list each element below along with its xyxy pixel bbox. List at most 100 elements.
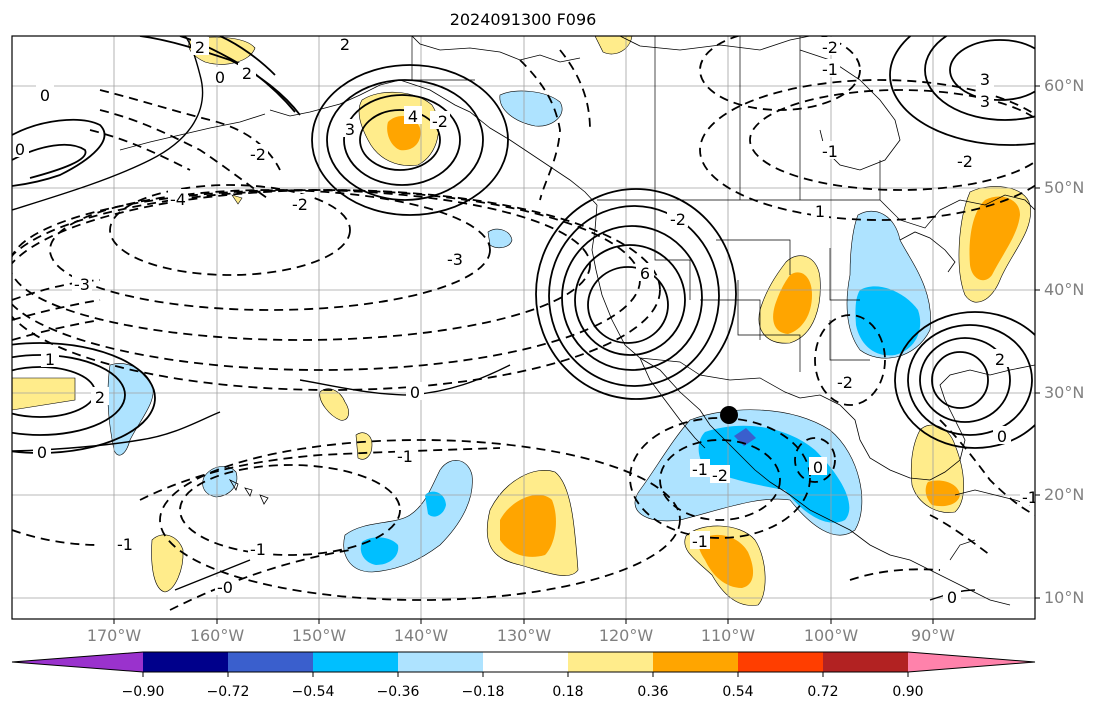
contour-label-low-north: -2 (820, 37, 840, 57)
contour-label-text: 2 (95, 388, 105, 407)
blue-anomaly-small-1 (499, 90, 563, 127)
contour-label-low-gulf-of-alaska: -2 (430, 111, 450, 131)
dashed-contour-low-central-pacific (12, 189, 661, 391)
dashed-contour-low-central-pacific (109, 184, 351, 276)
contour-label-text: -0 (217, 578, 233, 597)
dashed-contour-west (12, 319, 101, 341)
contour-label-text: 0 (40, 86, 50, 105)
dashed-contour-east (929, 514, 991, 556)
colorbar-tick-label: −0.90 (121, 684, 165, 700)
border-us-canada (597, 199, 941, 229)
dashed-contour-east (939, 419, 1035, 516)
colorbar-tick-label: 0.54 (722, 684, 754, 700)
colorbar-segment (653, 652, 739, 672)
solid-contour-north (219, 36, 276, 76)
solid-contour-high-gulf-of-alaska (326, 79, 484, 201)
border-state-5 (700, 299, 761, 340)
solid-contour-high-northeast (949, 39, 1035, 101)
colorbar-segment (313, 652, 399, 672)
solid-contour-high-gulf-coast (894, 311, 1035, 449)
contour-label-high-gulf-coast: 2 (991, 349, 1009, 369)
blue-anomaly-hawaii (202, 466, 238, 498)
contour-label-high-gulf-of-alaska: 4 (404, 106, 422, 126)
solid-contour-high-gulf-coast (919, 337, 1011, 423)
coastline-great-lakes (899, 231, 956, 273)
lat-label: 40°N (1044, 280, 1085, 299)
solid-contour-north (139, 36, 301, 116)
coastlines (119, 36, 1035, 606)
zero-contour (12, 411, 221, 452)
contour-label-text: -1 (1022, 488, 1038, 507)
contour-label-text: 2 (195, 38, 205, 57)
yellow-anomaly-small-3 (151, 534, 184, 593)
colorbar-ticks (142, 672, 909, 677)
contour-label-high-plains: 1 (811, 201, 829, 221)
contour-label-low-subtropical: -1 (248, 539, 268, 559)
yellow-anomaly-small-1 (319, 388, 349, 421)
lon-label: 100°W (803, 626, 859, 645)
solid-contour-high-eastern-pacific (535, 188, 737, 400)
contour-label-text: -1 (692, 532, 708, 551)
contour-label-text: -3 (447, 250, 463, 269)
contour-label-zero-subtropical: 0 (406, 382, 424, 402)
chart-title: 2024091300 F096 (449, 10, 597, 29)
contour-label-text: 2 (242, 64, 252, 83)
contour-label-low-mexico: -1 (690, 459, 710, 479)
contour-label-text: 0 (813, 458, 823, 477)
dashed-contour-low-gulf (794, 437, 836, 483)
yellow-anomaly-west-edge (12, 377, 76, 411)
dashed-contour-caribbean (849, 568, 941, 581)
solid-contour-high-eastern-pacific (548, 205, 720, 387)
dashed-contour-north-pacific (89, 129, 191, 171)
contour-label-text: 3 (345, 120, 355, 139)
axis-ticks (113, 85, 1040, 624)
dashed-contour-gulf-of-alaska-east (559, 49, 591, 131)
solid-contour-high-gulf-coast (931, 351, 989, 409)
contour-label-zero-gulf: 0 (809, 457, 827, 477)
zero-contour (12, 36, 204, 211)
solid-contour-northwest (12, 118, 106, 187)
coastline-alaska-south (269, 79, 598, 206)
lon-label: 160°W (189, 626, 245, 645)
lon-label: 120°W (598, 626, 654, 645)
contour-label-zero-northwest: 0 (211, 67, 229, 87)
colorbar-segment (823, 652, 909, 672)
colorbar-tick-label: 0.90 (892, 684, 924, 700)
contour-label-high-west-edge: 1 (41, 349, 59, 369)
dashed-contour-low-central-pacific (49, 189, 491, 311)
orange-anomaly-plains (773, 272, 812, 334)
contour-label-text: -3 (74, 275, 90, 294)
contour-label-text: 4 (408, 107, 418, 126)
lon-label: 90°W (910, 626, 956, 645)
contour-label-text: -1 (822, 60, 838, 79)
solid-contour-northwest (12, 143, 87, 179)
solid-contour-high-west-edge (12, 354, 126, 436)
contour-label-high-northwest: 2 (191, 37, 209, 57)
dashed-contour-low-mexico (629, 417, 811, 539)
coastline-aleutians (119, 113, 266, 151)
colorbar-tick-label: −0.18 (461, 684, 505, 700)
contour-label-low-west: -3 (72, 274, 92, 294)
dashed-contour-low-north (699, 36, 861, 111)
contour-label-text: -2 (670, 210, 686, 229)
contour-label-text: -1 (822, 142, 838, 161)
contour-label-high-eastern-pacific: 6 (636, 263, 654, 283)
contour-label-low-east: -1 (1020, 487, 1038, 507)
lon-label: 150°W (291, 626, 347, 645)
location-marker (720, 406, 738, 424)
solid-contour-high-eastern-pacific (587, 266, 669, 344)
orange-anomaly-great-lakes (969, 196, 1020, 281)
deep-blue-anomaly-small (425, 491, 446, 517)
contour-label-text: -2 (837, 373, 853, 392)
dashed-contour-low-canada (699, 79, 1035, 221)
contour-label-high-west-edge: 2 (91, 387, 109, 407)
lat-label: 50°N (1044, 178, 1085, 197)
contour-label-text: -1 (117, 535, 133, 554)
solid-contour-high-gulf-of-alaska (311, 64, 509, 216)
lat-label: 60°N (1044, 76, 1085, 95)
contour-label-text: -1 (692, 460, 708, 479)
contour-label-text: 0 (215, 68, 225, 87)
colorbar-extend-low (12, 652, 143, 672)
zero-contour (174, 559, 251, 591)
